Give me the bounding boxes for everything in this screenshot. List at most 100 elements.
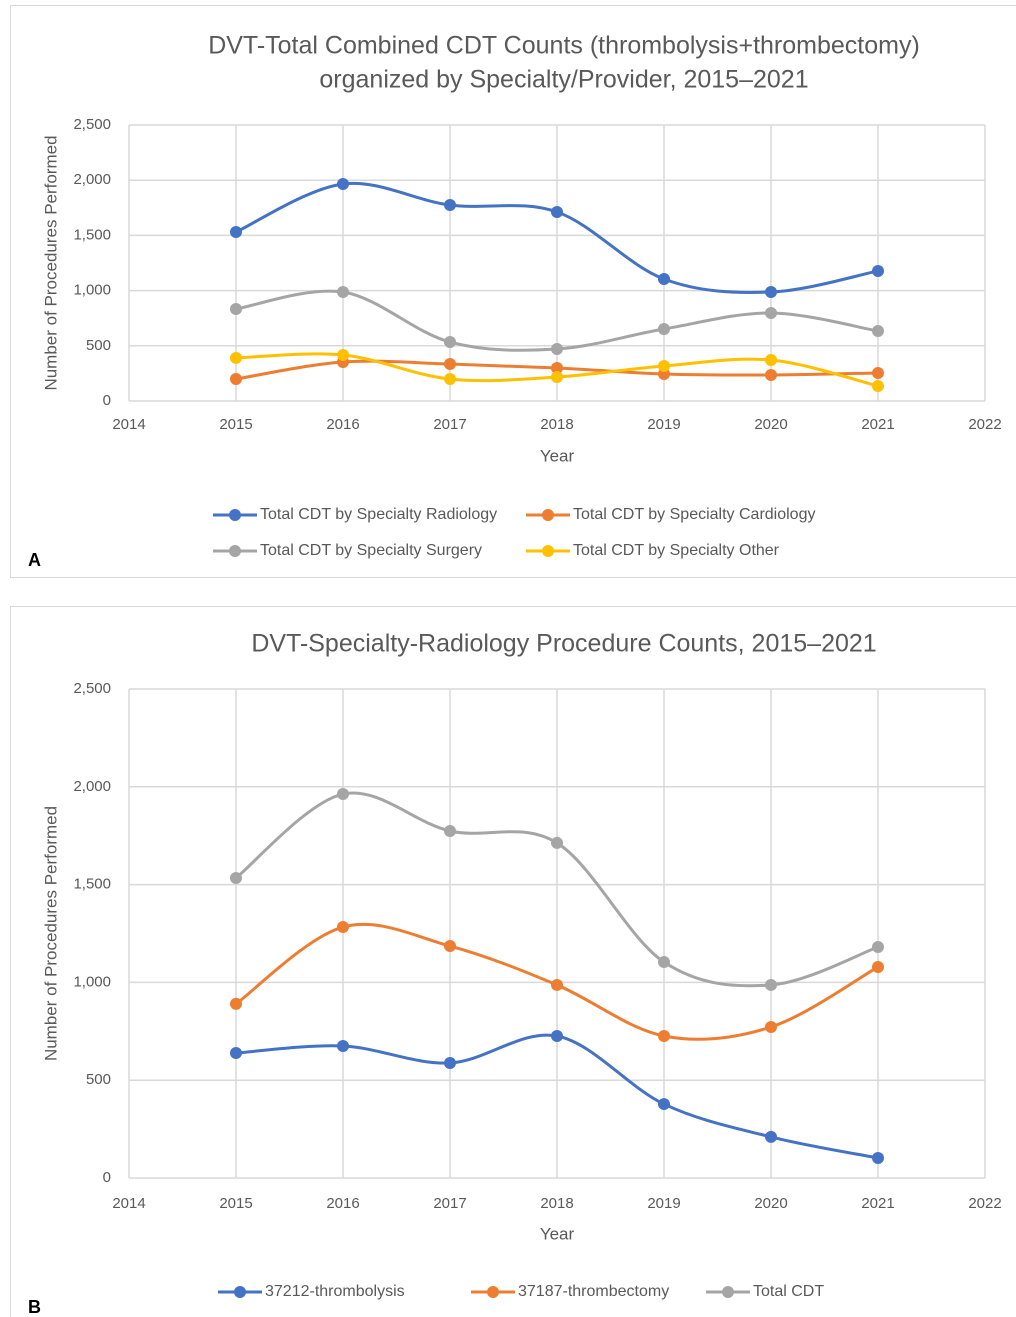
x-tick-label: 2015: [219, 416, 252, 433]
legend-label: 37187-thrombectomy: [518, 1283, 669, 1300]
data-point: [872, 379, 884, 392]
y-tick-label: 1,000: [73, 282, 111, 299]
x-axis-title: Year: [540, 1224, 575, 1243]
x-tick-label: 2014: [112, 1195, 145, 1212]
data-point: [230, 303, 242, 316]
y-tick-label: 500: [86, 337, 111, 354]
data-point: [444, 358, 456, 371]
y-axis-title: Number of Procedures Performed: [41, 135, 60, 390]
data-point: [230, 351, 242, 364]
legend-marker: [542, 545, 554, 557]
x-tick-label: 2020: [754, 416, 787, 433]
panel-label: B: [28, 1297, 41, 1317]
chart: DVT-Total Combined CDT Counts (thromboly…: [28, 32, 1002, 570]
y-tick-label: 1,000: [73, 973, 111, 990]
data-point: [337, 177, 349, 190]
data-point: [230, 871, 242, 884]
data-point: [765, 307, 777, 320]
x-tick-label: 2019: [647, 1195, 680, 1212]
x-tick-label: 2021: [861, 1195, 894, 1212]
chart-title: organized by Specialty/Provider, 2015–20…: [319, 66, 808, 94]
data-point: [765, 1130, 777, 1143]
data-point: [765, 978, 777, 991]
data-point: [551, 1029, 563, 1042]
data-point: [658, 1098, 670, 1111]
legend-marker: [229, 545, 241, 557]
x-tick-label: 2022: [968, 1195, 1001, 1212]
data-point: [658, 360, 670, 373]
chart-title: DVT-Specialty-Radiology Procedure Counts…: [251, 630, 876, 658]
y-tick-label: 0: [103, 392, 111, 409]
x-tick-label: 2018: [540, 1195, 573, 1212]
panel-a-frame: [10, 5, 1016, 578]
legend-label: Total CDT: [753, 1283, 824, 1300]
data-point: [551, 343, 563, 356]
data-point: [337, 788, 349, 801]
data-point: [658, 323, 670, 336]
data-point: [872, 325, 884, 338]
data-point: [872, 264, 884, 277]
data-point: [337, 348, 349, 361]
y-tick-label: 0: [103, 1169, 111, 1186]
data-point: [551, 978, 563, 991]
data-point: [658, 273, 670, 286]
legend-marker: [542, 509, 554, 521]
y-axis-title: Number of Procedures Performed: [41, 806, 60, 1061]
data-point: [658, 956, 670, 969]
data-point: [765, 368, 777, 381]
data-point: [444, 336, 456, 349]
legend-marker: [229, 509, 241, 521]
data-point: [872, 960, 884, 973]
data-point: [230, 373, 242, 386]
data-point: [658, 1029, 670, 1042]
x-tick-label: 2022: [968, 416, 1001, 433]
data-point: [765, 286, 777, 299]
data-point: [230, 225, 242, 238]
data-point: [872, 940, 884, 953]
data-point: [444, 825, 456, 838]
chart-title: DVT-Total Combined CDT Counts (thromboly…: [208, 32, 920, 60]
x-tick-label: 2015: [219, 1195, 252, 1212]
y-tick-label: 2,000: [73, 171, 111, 188]
legend-label: Total CDT by Specialty Cardiology: [573, 506, 815, 523]
y-tick-label: 2,500: [73, 680, 111, 697]
x-tick-label: 2017: [433, 1195, 466, 1212]
data-point: [337, 921, 349, 934]
legend-marker: [722, 1286, 734, 1298]
data-point: [444, 940, 456, 953]
data-point: [444, 373, 456, 386]
y-tick-label: 1,500: [73, 876, 111, 893]
data-point: [444, 199, 456, 212]
data-point: [551, 371, 563, 384]
x-tick-label: 2017: [433, 416, 466, 433]
panel-b-frame: [10, 606, 1016, 1317]
y-tick-label: 2,000: [73, 778, 111, 795]
data-point: [765, 1020, 777, 1033]
legend-marker: [234, 1286, 246, 1298]
legend-label: Total CDT by Specialty Surgery: [260, 542, 482, 559]
data-point: [551, 836, 563, 849]
data-point: [872, 1152, 884, 1165]
x-tick-label: 2016: [326, 416, 359, 433]
x-tick-label: 2020: [754, 1195, 787, 1212]
legend-marker: [487, 1286, 499, 1298]
x-tick-label: 2018: [540, 416, 573, 433]
panel-label: A: [28, 550, 41, 570]
data-point: [872, 366, 884, 379]
y-tick-label: 2,500: [73, 116, 111, 133]
legend-label: 37212-thrombolysis: [265, 1283, 405, 1300]
y-tick-label: 500: [86, 1071, 111, 1088]
x-axis-title: Year: [540, 446, 575, 465]
x-tick-label: 2016: [326, 1195, 359, 1212]
y-tick-label: 1,500: [73, 226, 111, 243]
legend-label: Total CDT by Specialty Other: [573, 542, 780, 559]
data-point: [551, 361, 563, 374]
data-point: [337, 286, 349, 299]
data-point: [765, 354, 777, 367]
data-point: [337, 1039, 349, 1052]
data-point: [444, 1056, 456, 1069]
x-tick-label: 2014: [112, 416, 145, 433]
data-point: [230, 1047, 242, 1060]
chart: DVT-Specialty-Radiology Procedure Counts…: [28, 630, 1002, 1317]
